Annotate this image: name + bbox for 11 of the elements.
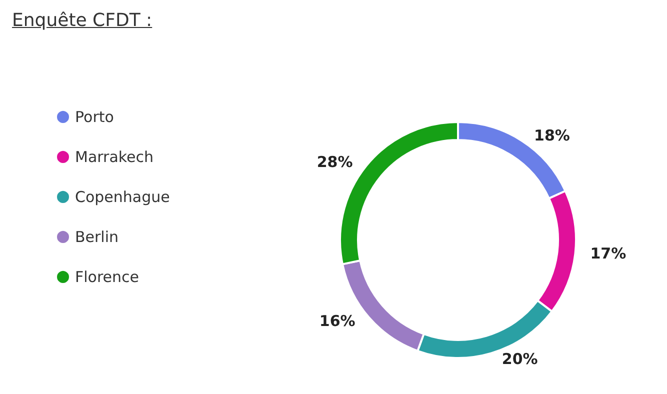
legend-label: Copenhague [75, 188, 170, 206]
data-label: 28% [316, 152, 353, 171]
data-label: 18% [534, 126, 570, 145]
legend-label: Marrakech [75, 148, 154, 166]
chart-title: Enquête CFDT : [12, 10, 152, 31]
data-label: 17% [590, 244, 626, 263]
data-label: 16% [319, 312, 356, 330]
legend-label: Porto [75, 108, 114, 126]
legend-label: Florence [75, 268, 140, 286]
legend-label: Berlin [75, 228, 119, 246]
data-label: 20% [502, 350, 538, 368]
